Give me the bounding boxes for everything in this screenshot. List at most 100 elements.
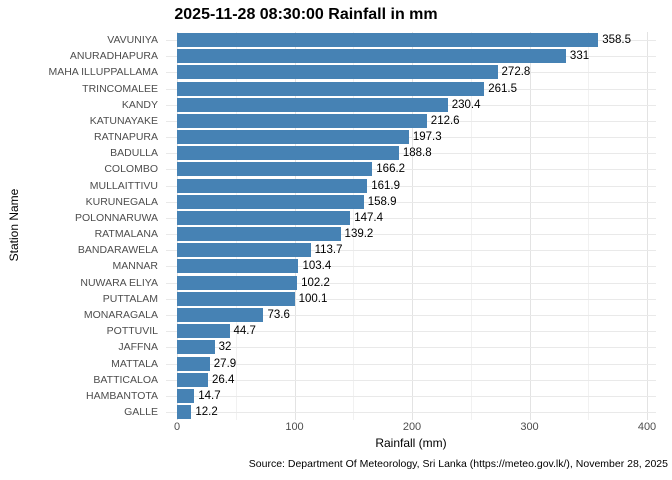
v-gridline-minor	[353, 32, 355, 420]
bar-value-label: 102.2	[301, 276, 330, 289]
station-label: RATMALANA	[94, 228, 158, 241]
bar-value-label: 100.1	[298, 292, 328, 305]
bar-value-label: 113.7	[314, 244, 343, 257]
bar-row: 161.9	[166, 178, 656, 194]
station-label: GALLE	[124, 406, 158, 419]
rainfall-bar	[177, 33, 599, 48]
x-tick-label: 0	[173, 421, 181, 433]
x-tick-label: 400	[637, 421, 657, 433]
chart-title: 2025-11-28 08:30:00 Rainfall in mm	[174, 6, 438, 23]
station-label: ANURADHAPURA	[69, 50, 158, 63]
bar-value-label: 139.2	[344, 228, 374, 241]
h-gridline	[166, 315, 656, 316]
h-gridline	[166, 234, 656, 236]
station-label: MANNAR	[112, 260, 158, 273]
station-label: VAVUNIYA	[107, 34, 158, 47]
rainfall-bar	[177, 324, 230, 339]
station-label: POTTUVIL	[106, 325, 158, 338]
station-label: POLONNARUWA	[74, 211, 158, 224]
station-label: MATTALA	[111, 357, 158, 370]
station-label: BADULLA	[110, 147, 158, 160]
y-axis-tick-labels: VAVUNIYA ANURADHAPURA MAHA ILLUPPALLAMA TRI…	[0, 32, 158, 420]
bar-value-label: 272.8	[501, 66, 531, 79]
h-gridline	[166, 250, 656, 252]
bar-row: 272.8	[166, 64, 656, 80]
bar-row: 113.7	[166, 242, 656, 258]
h-gridline	[166, 137, 656, 139]
bar-row: 166.2	[166, 161, 656, 177]
v-gridline-major	[177, 32, 178, 420]
v-gridline-minor	[470, 32, 472, 420]
bar-row: 14.7	[166, 388, 656, 404]
h-gridline	[166, 395, 656, 397]
rainfall-bar	[177, 146, 399, 161]
rainfall-bar	[177, 65, 498, 80]
bar-row: 147.4	[166, 210, 656, 226]
rainfall-bar	[177, 291, 295, 306]
station-label: TRINCOMALEE	[82, 82, 158, 95]
x-tick-label: 300	[520, 421, 539, 433]
rainfall-bar	[177, 178, 368, 193]
bar-row: 158.9	[166, 194, 656, 210]
x-tick-label: 100	[285, 421, 304, 433]
station-label: MULLAITTIVU	[89, 179, 158, 192]
h-gridline	[166, 379, 656, 381]
bar-rows: 358.5 331 272.8 261.5 230.4 212.6 197.3 188.8 16…	[166, 32, 656, 420]
bar-value-label: 44.7	[233, 325, 256, 338]
h-gridline	[166, 201, 656, 203]
station-label: KURUNEGALA	[85, 195, 158, 208]
bar-row: 358.5	[166, 32, 656, 48]
bar-value-label: 32	[218, 341, 232, 354]
v-gridline-minor	[235, 32, 237, 420]
h-gridline	[166, 153, 656, 155]
rainfall-bar	[177, 49, 566, 64]
station-label: BATTICALOA	[93, 373, 158, 386]
rainfall-bar	[177, 356, 210, 371]
station-label: MAHA ILLUPPALLAMA	[48, 66, 158, 79]
station-label: BANDARAWELA	[77, 244, 158, 257]
rainfall-bar	[177, 243, 311, 258]
station-label: PUTTALAM	[102, 292, 158, 305]
bar-row: 230.4	[166, 97, 656, 113]
h-gridline	[166, 169, 656, 171]
bar-value-label: 26.4	[212, 373, 235, 386]
h-gridline	[166, 363, 656, 365]
rainfall-bar	[177, 162, 373, 177]
bar-value-label: 358.5	[602, 34, 632, 47]
bar-value-label: 27.9	[213, 357, 237, 370]
bar-row: 103.4	[166, 258, 656, 274]
h-gridline	[166, 266, 656, 268]
x-axis-title: Rainfall (mm)	[375, 436, 447, 450]
bar-value-label: 73.6	[267, 309, 290, 321]
v-gridline-major	[647, 32, 648, 420]
v-gridline-major	[529, 32, 531, 420]
h-gridline	[166, 282, 656, 284]
station-label: NUWARA ELIYA	[80, 276, 158, 289]
bar-value-label: 161.9	[371, 179, 400, 192]
v-gridline-major	[412, 32, 413, 420]
bar-value-label: 166.2	[376, 163, 406, 176]
h-gridline	[166, 331, 656, 333]
station-label: HAMBANTOTA	[86, 389, 158, 402]
bar-value-label: 147.4	[354, 211, 383, 224]
bar-row: 32	[166, 339, 656, 355]
station-label: RATNAPURA	[94, 131, 158, 144]
bar-value-label: 103.4	[302, 260, 332, 273]
bar-row: 212.6	[166, 113, 656, 129]
bar-row: 26.4	[166, 372, 656, 388]
rainfall-bar	[177, 113, 427, 128]
source-caption: Source: Department Of Meteorology, Sri L…	[248, 458, 668, 470]
bar-row: 27.9	[166, 355, 656, 371]
bar-row: 261.5	[166, 81, 656, 97]
rainfall-bar	[177, 259, 299, 274]
bar-row: 197.3	[166, 129, 656, 145]
station-label: KATUNAYAKE	[89, 114, 158, 127]
bar-value-label: 261.5	[488, 82, 518, 95]
rainfall-bar	[177, 308, 264, 322]
rainfall-bar	[177, 227, 341, 242]
bar-value-label: 188.8	[402, 147, 432, 160]
bar-value-label: 212.6	[430, 114, 460, 127]
rainfall-bar	[177, 81, 485, 96]
bar-row: 102.2	[166, 275, 656, 291]
h-gridline	[166, 347, 656, 349]
